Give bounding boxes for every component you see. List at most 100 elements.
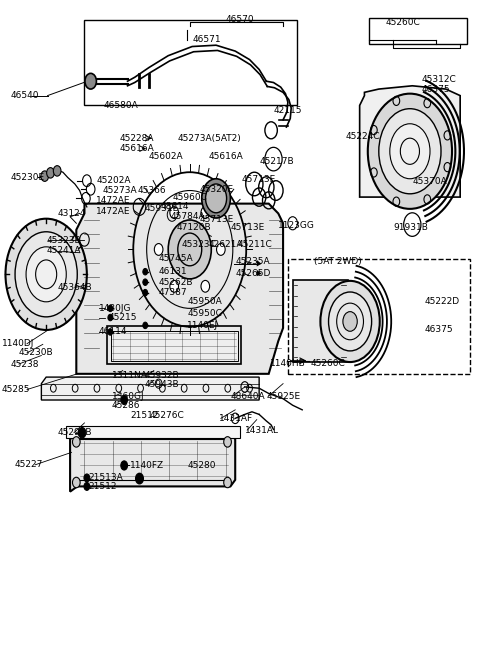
Text: 46131: 46131 <box>158 267 187 276</box>
Polygon shape <box>257 270 262 276</box>
Text: 21512: 21512 <box>88 482 117 491</box>
Text: 47120B: 47120B <box>176 222 211 232</box>
Text: 46570: 46570 <box>226 14 254 24</box>
Circle shape <box>41 171 48 181</box>
Text: 45925E: 45925E <box>266 392 300 401</box>
Text: 48614: 48614 <box>161 203 190 211</box>
Text: 46540: 46540 <box>10 91 39 100</box>
Text: 45292B: 45292B <box>57 428 92 438</box>
Bar <box>288 259 470 374</box>
Text: 45273A: 45273A <box>102 186 137 195</box>
Polygon shape <box>70 433 235 491</box>
Text: 45211C: 45211C <box>238 240 272 249</box>
Text: 45323B: 45323B <box>46 236 81 245</box>
Circle shape <box>121 461 128 470</box>
Text: 45241A: 45241A <box>46 246 81 255</box>
Text: 1140HB: 1140HB <box>270 359 306 368</box>
Text: 45276C: 45276C <box>149 411 184 420</box>
Text: 45950C: 45950C <box>187 309 222 318</box>
Text: 45228A: 45228A <box>120 134 154 142</box>
Text: 45320E: 45320E <box>199 185 233 194</box>
Text: 45370A: 45370A <box>412 177 447 186</box>
Text: 45931E: 45931E <box>144 204 179 213</box>
Circle shape <box>53 166 61 176</box>
Text: 47387: 47387 <box>158 288 187 297</box>
Text: 45285: 45285 <box>1 385 30 394</box>
Circle shape <box>72 478 80 487</box>
Circle shape <box>143 268 148 275</box>
Text: 42621A: 42621A <box>209 240 243 249</box>
Text: 45230E: 45230E <box>10 173 44 182</box>
Text: 1140EJ: 1140EJ <box>187 321 218 330</box>
Bar <box>369 18 468 44</box>
Text: 1311NA: 1311NA <box>112 371 148 380</box>
Text: 45260C: 45260C <box>385 18 420 28</box>
Text: 46375: 46375 <box>424 325 453 335</box>
Circle shape <box>368 94 452 209</box>
Circle shape <box>121 396 128 405</box>
Circle shape <box>321 281 380 362</box>
Text: 1140DJ: 1140DJ <box>1 339 34 348</box>
Polygon shape <box>76 203 283 374</box>
Circle shape <box>205 184 227 213</box>
Circle shape <box>170 280 179 292</box>
Text: 45286: 45286 <box>112 401 140 411</box>
Text: 45745A: 45745A <box>158 254 193 263</box>
Text: 45366: 45366 <box>137 186 166 195</box>
Bar <box>66 426 240 438</box>
Text: 45784A: 45784A <box>170 213 205 221</box>
Text: 45260C: 45260C <box>311 359 346 368</box>
Bar <box>107 326 241 364</box>
Polygon shape <box>41 377 259 400</box>
Text: 45235A: 45235A <box>235 257 270 266</box>
Text: 1431AF: 1431AF <box>218 414 252 423</box>
Text: 45262B: 45262B <box>158 277 193 287</box>
Text: 45713E: 45713E <box>199 215 234 224</box>
Bar <box>84 20 298 106</box>
Bar <box>111 331 238 361</box>
Circle shape <box>201 207 210 218</box>
Circle shape <box>5 218 87 330</box>
Text: 45273A(5AT2): 45273A(5AT2) <box>178 134 241 142</box>
Text: 46375: 46375 <box>422 85 451 94</box>
Text: 1472AE: 1472AE <box>96 207 131 216</box>
Text: 48640A: 48640A <box>230 392 265 401</box>
Text: 1430JG: 1430JG <box>99 304 132 313</box>
Text: 46114: 46114 <box>99 327 127 337</box>
Bar <box>293 280 348 362</box>
Text: 1360GJ: 1360GJ <box>112 392 144 401</box>
Circle shape <box>155 243 163 255</box>
Circle shape <box>78 428 86 438</box>
Text: 1431AL: 1431AL <box>245 426 279 435</box>
Circle shape <box>170 207 179 218</box>
Text: 45602A: 45602A <box>148 152 183 161</box>
Circle shape <box>15 232 77 317</box>
Polygon shape <box>257 260 262 266</box>
Text: 45202A: 45202A <box>96 176 131 185</box>
Circle shape <box>216 243 225 255</box>
Text: 21513A: 21513A <box>88 474 123 482</box>
Circle shape <box>26 247 66 302</box>
Text: 45215: 45215 <box>108 313 137 322</box>
Circle shape <box>224 478 231 487</box>
Circle shape <box>108 329 113 335</box>
Circle shape <box>379 109 441 194</box>
Text: 45230B: 45230B <box>19 348 53 358</box>
Text: 1140FZ: 1140FZ <box>130 461 164 470</box>
Text: 45227: 45227 <box>15 461 43 469</box>
Text: 1123GG: 1123GG <box>278 220 315 230</box>
Text: 21512: 21512 <box>130 411 158 420</box>
Text: 45932B: 45932B <box>144 371 179 380</box>
Text: 45616A: 45616A <box>209 152 244 161</box>
Circle shape <box>72 437 80 447</box>
Circle shape <box>108 305 113 312</box>
Text: 45280: 45280 <box>187 461 216 470</box>
Circle shape <box>390 124 430 178</box>
Circle shape <box>224 437 231 447</box>
Text: 45713E: 45713E <box>230 222 264 232</box>
Circle shape <box>143 289 148 296</box>
Circle shape <box>343 312 357 331</box>
Text: 46580A: 46580A <box>104 101 138 110</box>
Circle shape <box>85 73 96 89</box>
Text: 45950A: 45950A <box>187 297 222 306</box>
